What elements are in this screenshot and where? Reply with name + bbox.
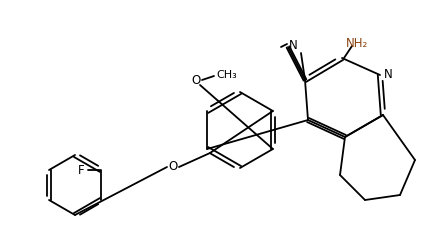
Text: O: O bbox=[191, 73, 200, 87]
Text: N: N bbox=[383, 69, 392, 81]
Text: F: F bbox=[78, 163, 85, 176]
Text: NH₂: NH₂ bbox=[345, 37, 367, 50]
Text: O: O bbox=[168, 161, 177, 173]
Text: N: N bbox=[288, 39, 297, 51]
Text: CH₃: CH₃ bbox=[216, 70, 236, 80]
